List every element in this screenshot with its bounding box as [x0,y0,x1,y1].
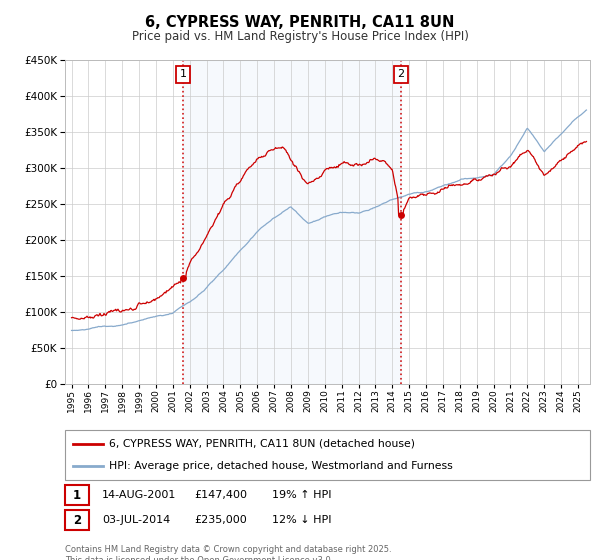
Text: 6, CYPRESS WAY, PENRITH, CA11 8UN (detached house): 6, CYPRESS WAY, PENRITH, CA11 8UN (detac… [109,438,415,449]
Text: Price paid vs. HM Land Registry's House Price Index (HPI): Price paid vs. HM Land Registry's House … [131,30,469,43]
Text: HPI: Average price, detached house, Westmorland and Furness: HPI: Average price, detached house, West… [109,461,452,472]
Text: 2: 2 [73,514,81,527]
Text: 1: 1 [180,69,187,80]
Text: 6, CYPRESS WAY, PENRITH, CA11 8UN: 6, CYPRESS WAY, PENRITH, CA11 8UN [145,15,455,30]
Text: 14-AUG-2001: 14-AUG-2001 [102,490,176,500]
Text: 1: 1 [73,488,81,502]
Text: Contains HM Land Registry data © Crown copyright and database right 2025.
This d: Contains HM Land Registry data © Crown c… [65,545,391,560]
Text: 12% ↓ HPI: 12% ↓ HPI [272,515,331,525]
Text: £147,400: £147,400 [194,490,247,500]
Text: 2: 2 [397,69,404,80]
Text: 19% ↑ HPI: 19% ↑ HPI [272,490,331,500]
Text: £235,000: £235,000 [194,515,247,525]
Bar [183,60,401,384]
Text: 03-JUL-2014: 03-JUL-2014 [102,515,170,525]
